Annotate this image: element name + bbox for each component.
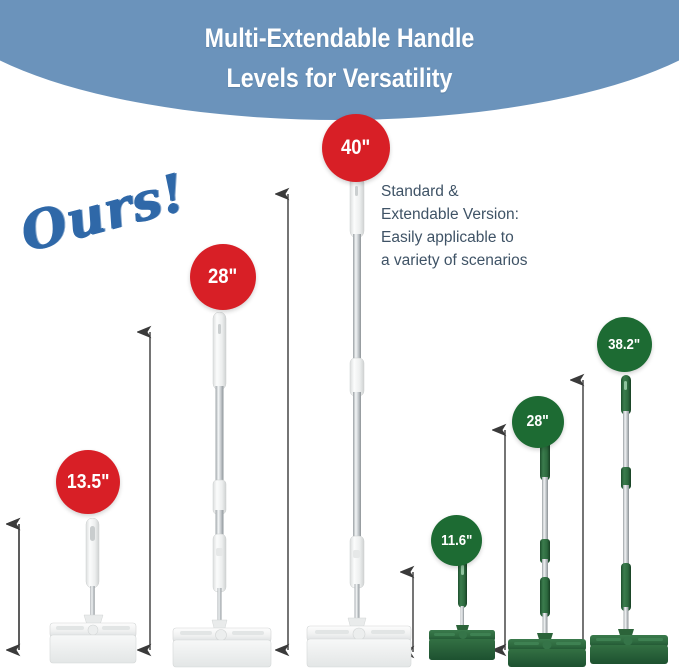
product-white-mop-28 [172, 312, 272, 668]
size-badge-40: 40" [322, 114, 390, 182]
mop-telescoping-tube-mid [542, 559, 548, 581]
dimension-arrow-38-2 [570, 373, 585, 657]
mop-head [172, 627, 272, 668]
size-badge-11-6-label: 11.6" [440, 532, 473, 549]
mop-handle-rod [623, 607, 629, 631]
mop-telescoping-collar-upper [349, 357, 365, 397]
mop-head [508, 639, 586, 667]
mop-handle-rod [354, 584, 360, 620]
description-line-2: Extendable Version: [381, 206, 519, 223]
mop-handle-rod [460, 606, 464, 626]
size-badge-40-label: 40" [341, 136, 371, 159]
product-white-mop-40 [306, 176, 412, 668]
mop-head [306, 625, 412, 668]
product-white-mop-13-5 [49, 518, 137, 664]
dimension-arrow-28-green [492, 423, 507, 657]
size-badge-28-white: 28" [190, 244, 256, 310]
size-badge-28-green-label: 28" [526, 413, 550, 430]
description-paragraph: Standard & Extendable Version: Easily ap… [381, 180, 571, 272]
description-line-4: a variety of scenarios [381, 252, 528, 269]
mop-handle-rod [542, 613, 548, 635]
product-green-mop-11-6 [429, 560, 495, 660]
size-badge-38-2: 38.2" [597, 317, 652, 372]
mop-telescoping-collar-lower [621, 563, 631, 611]
mop-telescoping-tube-upper [623, 411, 629, 473]
mop-handle-grip [212, 312, 227, 391]
size-badge-11-6: 11.6" [431, 515, 482, 566]
dimension-arrow-11-6 [400, 565, 415, 659]
dimension-arrow-40 [275, 187, 290, 657]
mop-telescoping-collar-upper [540, 539, 550, 563]
mop-head [49, 622, 137, 664]
product-green-mop-28 [508, 425, 586, 667]
product-green-mop-38-2 [590, 375, 668, 664]
size-badge-28-green: 28" [512, 396, 564, 448]
mop-head [590, 635, 668, 664]
mop-telescoping-tube-upper [353, 234, 361, 364]
mop-handle-grip [458, 560, 467, 608]
mop-handle-grip [349, 176, 365, 239]
mop-telescoping-tube-mid [353, 392, 361, 542]
dimension-arrow-13-5 [6, 517, 21, 657]
size-badge-38-2-label: 38.2" [608, 336, 641, 353]
mop-telescoping-tube-mid [623, 485, 629, 567]
mop-handle-rod [217, 588, 222, 622]
mop-telescoping-collar-upper [621, 467, 631, 489]
mop-telescoping-tube-upper [215, 386, 224, 484]
description-line-3: Easily applicable to [381, 229, 514, 246]
mop-head [429, 630, 495, 660]
ours-highlight-label: Ours! [13, 161, 192, 264]
mop-handle-rod [90, 586, 95, 616]
size-badge-13-5: 13.5" [56, 450, 120, 514]
mop-telescoping-tube-upper [542, 477, 548, 543]
header-banner-shape [0, 0, 679, 120]
mop-handle-grip [621, 375, 631, 415]
mop-telescoping-collar-lower [349, 535, 365, 589]
mop-telescoping-collar-upper [212, 479, 227, 515]
description-line-1: Standard & [381, 183, 459, 200]
mop-telescoping-collar-lower [212, 533, 227, 593]
mop-telescoping-collar-lower [540, 577, 550, 617]
dimension-arrow-28-white [137, 325, 152, 657]
mop-telescoping-tube-mid [215, 510, 224, 540]
size-badge-13-5-label: 13.5" [66, 470, 110, 493]
size-badge-28-white-label: 28" [208, 265, 238, 288]
mop-handle-grip [85, 518, 100, 589]
